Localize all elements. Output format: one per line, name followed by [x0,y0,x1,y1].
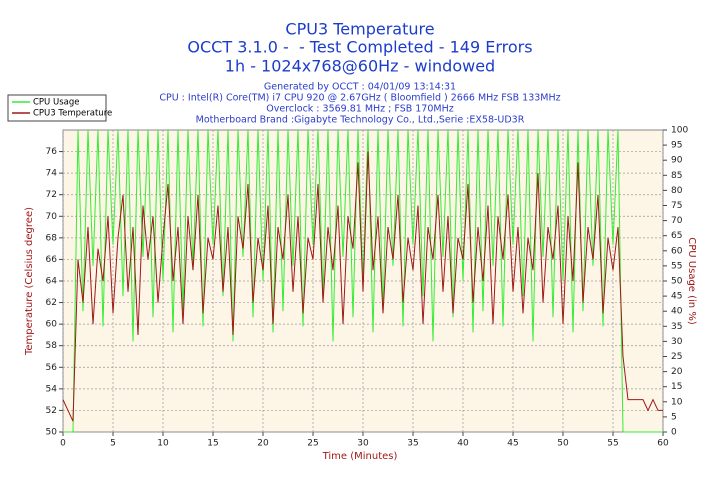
y2-tick-label: 40 [671,307,683,317]
y2-tick-label: 75 [671,201,682,211]
y-tick-label: 68 [46,233,58,243]
x-tick-label: 15 [207,439,218,449]
x-tick-label: 30 [357,439,369,449]
info-line: CPU : Intel(R) Core(TM) i7 CPU 920 @ 2.6… [159,93,560,104]
legend-label: CPU Usage [33,98,79,108]
y2-tick-label: 50 [671,277,683,287]
x-tick-label: 55 [607,439,618,449]
chart-title: CPU3 Temperature [285,20,434,39]
y-tick-label: 70 [46,212,58,222]
y2-axis-label: CPU Usage (in %) [686,237,697,325]
x-tick-label: 50 [557,439,569,449]
info-line: Overclock : 3569.81 MHz ; FSB 170MHz [266,104,453,115]
y2-tick-label: 85 [671,171,682,181]
y2-tick-label: 10 [671,397,683,407]
y-tick-label: 50 [46,428,58,438]
y-tick-label: 64 [46,277,58,287]
y-tick-label: 62 [46,298,57,308]
y-axis-label: Temperature (Celsius degree) [24,207,35,356]
y2-tick-label: 15 [671,382,682,392]
subtitle: 1h - 1024x768@60Hz - windowed [225,57,495,76]
y2-tick-label: 65 [671,231,682,241]
x-tick-label: 0 [60,439,66,449]
y2-tick-label: 55 [671,261,682,271]
info-line: Generated by OCCT : 04/01/09 13:14:31 [264,82,456,93]
x-tick-label: 35 [407,439,418,449]
x-tick-label: 60 [657,439,669,449]
y-tick-label: 58 [46,341,58,351]
y2-tick-label: 35 [671,322,682,332]
x-tick-label: 5 [110,439,116,449]
y2-tick-label: 60 [671,246,683,256]
y2-tick-label: 90 [671,156,683,166]
info-line: Motherboard Brand :Gigabyte Technology C… [196,115,525,126]
x-tick-label: 20 [257,439,269,449]
y2-tick-label: 70 [671,216,683,226]
y2-tick-label: 5 [671,412,677,422]
legend [7,94,107,122]
y-tick-label: 66 [46,255,58,265]
y2-tick-label: 0 [671,428,677,438]
y-tick-label: 76 [46,147,58,157]
y2-tick-label: 25 [671,352,682,362]
y-tick-label: 54 [46,384,58,394]
data-line [62,151,663,422]
x-tick-label: 40 [457,439,469,449]
x-tick-label: 45 [507,439,518,449]
y2-tick-label: 100 [671,126,688,136]
y-tick-label: 74 [46,169,58,179]
x-tick-label: 25 [307,439,318,449]
subtitle: OCCT 3.1.0 - - Test Completed - 149 Erro… [187,38,532,57]
legend-label: CPU3 Temperature [33,109,112,119]
y2-tick-label: 30 [671,337,683,347]
y-tick-label: 56 [46,363,58,373]
y-tick-label: 72 [46,190,57,200]
y2-tick-label: 95 [671,141,682,151]
y2-tick-label: 45 [671,292,682,302]
y2-tick-label: 20 [671,367,683,377]
x-axis-label: Time (Minutes) [322,451,398,462]
y-tick-label: 60 [46,320,58,330]
y2-tick-label: 80 [671,186,683,196]
x-tick-label: 10 [157,439,169,449]
y-tick-label: 52 [46,406,57,416]
